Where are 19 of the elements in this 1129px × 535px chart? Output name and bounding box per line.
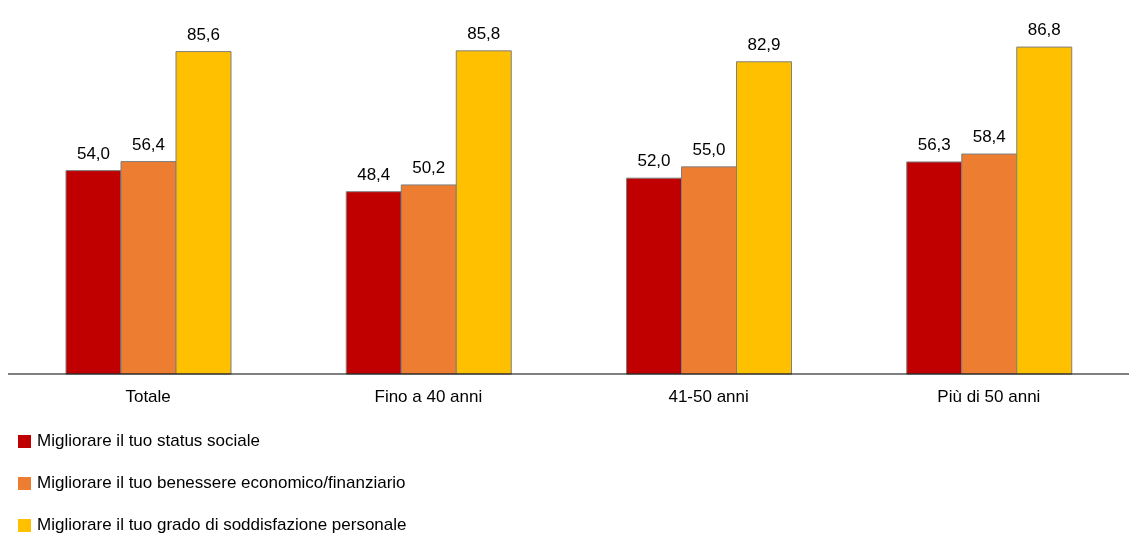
legend-label: Migliorare il tuo status sociale — [37, 431, 260, 451]
data-label: 48,4 — [357, 164, 391, 184]
data-label: 56,4 — [131, 134, 166, 154]
data-label: 52,0 — [637, 151, 671, 171]
x-tick-label: Più di 50 anni — [937, 387, 1041, 407]
data-label: 54,0 — [76, 143, 111, 163]
legend-label: Migliorare il tuo benessere economico/finanziario — [37, 473, 406, 493]
data-label: 85,6 — [186, 24, 221, 44]
legend-label: Migliorare il tuo grado di soddisfazione personale — [37, 515, 407, 535]
data-label: 56,3 — [917, 134, 951, 154]
data-label: 85,8 — [467, 23, 501, 43]
data-label: 50,2 — [412, 157, 446, 177]
x-tick-label: Totale — [125, 387, 171, 407]
data-label: 58,4 — [972, 127, 1006, 147]
x-tick-label: Fino a 40 anni — [374, 387, 483, 407]
data-label: 55,0 — [692, 139, 726, 159]
x-tick-label: 41-50 anni — [668, 387, 749, 407]
data-label: 86,8 — [1027, 20, 1061, 40]
data-label: 82,9 — [747, 34, 781, 54]
